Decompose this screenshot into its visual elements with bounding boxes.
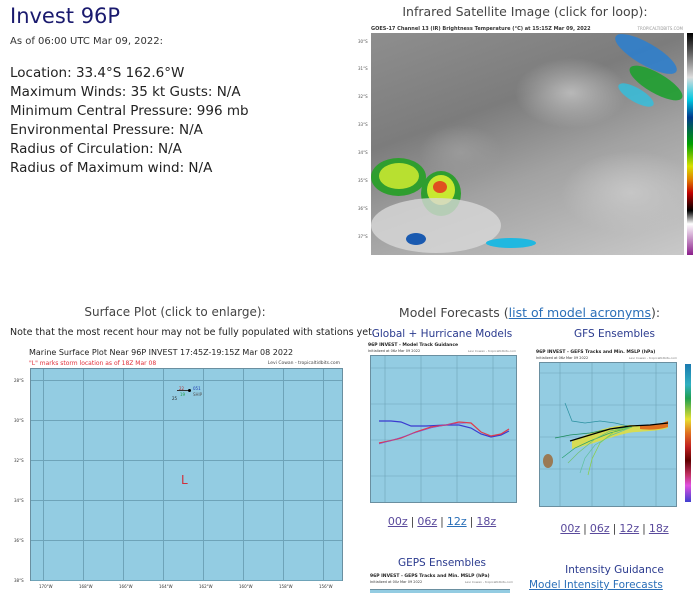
y-tick: 32°S: [14, 458, 24, 463]
y-tick: 31°S: [358, 66, 368, 71]
satellite-credit: TROPICALTIDBITS.COM: [637, 26, 683, 31]
x-tick: 168°W: [79, 584, 93, 589]
satellite-colorbar: [687, 33, 693, 255]
satellite-heading: Infrared Satellite Image (click for loop…: [402, 4, 648, 19]
model-track-map: [370, 355, 517, 503]
gefs-track-map: [539, 362, 677, 507]
y-tick: 30°S: [358, 39, 368, 44]
geps-chart-link[interactable]: 96P INVEST - GEPS Tracks and Min. MSLP (…: [367, 574, 517, 593]
chart-credit: Levi Cowan - tropicaltidbits.com: [628, 356, 677, 360]
surface-plot-subtitle: "L" marks storm location as of 18Z Mar 0…: [29, 360, 157, 367]
as-of-timestamp: As of 06:00 UTC Mar 09, 2022:: [10, 36, 163, 47]
surface-note: Note that the most recent hour may not b…: [10, 327, 375, 338]
chart-title: 96P INVEST - GEPS Tracks and Min. MSLP (…: [370, 574, 490, 579]
gefs-run-links: 00z | 06z | 12z | 18z: [560, 522, 669, 535]
satellite-caption: GOES-17 Channel 13 (IR) Brightness Tempe…: [371, 26, 591, 32]
station-dewpoint: 19: [180, 392, 186, 397]
station-temp: 22: [179, 386, 185, 391]
y-tick: 32°S: [358, 94, 368, 99]
satellite-ir-image: [371, 33, 684, 255]
station-dot-icon: [188, 389, 191, 392]
storm-title: Invest 96P: [10, 4, 121, 28]
storm-max-winds: Maximum Winds: 35 kt Gusts: N/A: [10, 84, 241, 100]
chart-subtitle: Initialized at 06z Mar 09 2022: [368, 349, 421, 353]
gefs-chart-link[interactable]: 96P INVEST - GEFS Tracks and Min. MSLP (…: [533, 350, 695, 510]
chart-title: 96P INVEST - GEFS Tracks and Min. MSLP (…: [536, 350, 656, 355]
y-tick: 35°S: [358, 178, 368, 183]
geps-heading: GEPS Ensembles: [397, 557, 487, 569]
storm-radius-max-wind: Radius of Maximum wind: N/A: [10, 160, 213, 176]
storm-min-pressure: Minimum Central Pressure: 996 mb: [10, 103, 249, 119]
gefs-06z-link[interactable]: 06z: [589, 522, 610, 535]
station-visibility: 25: [172, 396, 178, 401]
x-tick: 160°W: [239, 584, 253, 589]
y-tick: 36°S: [14, 538, 24, 543]
y-tick: 38°S: [14, 578, 24, 583]
surface-plot-map: 22 051 19 SHIP 25 L: [30, 368, 343, 581]
y-tick: 34°S: [358, 150, 368, 155]
y-tick: 33°S: [358, 122, 368, 127]
storm-location: Location: 33.4°S 162.6°W: [10, 65, 185, 81]
wind-barb-icon: [177, 390, 189, 391]
gefs-00z-link[interactable]: 00z: [560, 522, 581, 535]
chart-subtitle: Initialized at 00z Mar 09 2022: [370, 580, 423, 584]
y-tick: 36°S: [358, 206, 368, 211]
gefs-heading: GFS Ensembles: [574, 328, 655, 340]
x-tick: 164°W: [159, 584, 173, 589]
pressure-colorbar: [685, 364, 691, 502]
storm-location-marker: L: [181, 473, 188, 487]
global-00z-link[interactable]: 00z: [387, 515, 408, 528]
x-tick: 170°W: [39, 584, 53, 589]
model-intensity-forecasts-link[interactable]: Model Intensity Forecasts: [529, 579, 663, 591]
model-forecasts-heading: Model Forecasts (list of model acronyms)…: [360, 305, 699, 320]
x-tick: 166°W: [119, 584, 133, 589]
chart-title: 96P INVEST - Model Track Guidance: [368, 343, 459, 348]
chart-subtitle: Initialized at 06z Mar 09 2022: [536, 356, 589, 360]
global-models-chart-link[interactable]: 96P INVEST - Model Track Guidance Initia…: [365, 343, 520, 510]
surface-plot-credit: Levi Cowan - tropicaltidbits.com: [267, 361, 340, 366]
y-tick: 28°S: [14, 378, 24, 383]
global-12z-link[interactable]: 12z: [446, 515, 467, 528]
surface-heading: Surface Plot (click to enlarge):: [84, 305, 266, 319]
heading-suffix: ):: [650, 305, 661, 320]
y-tick: 34°S: [14, 498, 24, 503]
model-acronyms-link[interactable]: list of model acronyms: [508, 305, 651, 320]
satellite-image-link[interactable]: GOES-17 Channel 13 (IR) Brightness Tempe…: [357, 24, 695, 260]
x-tick: 156°W: [319, 584, 333, 589]
global-models-run-links: 00z | 06z | 12z | 18z: [387, 515, 497, 528]
surface-plot-title: Marine Surface Plot Near 96P INVEST 17:4…: [29, 348, 294, 357]
geps-track-map: [370, 589, 510, 593]
station-id: SHIP: [193, 392, 203, 397]
global-models-heading: Global + Hurricane Models: [371, 328, 513, 340]
gefs-18z-link[interactable]: 18z: [648, 522, 669, 535]
chart-credit: Levi Cowan - tropicaltidbits.com: [467, 349, 516, 353]
x-tick: 158°W: [279, 584, 293, 589]
global-06z-link[interactable]: 06z: [417, 515, 438, 528]
storm-details: Location: 33.4°S 162.6°W Maximum Winds: …: [10, 64, 249, 178]
storm-radius-circulation: Radius of Circulation: N/A: [10, 141, 182, 157]
surface-plot-link[interactable]: Marine Surface Plot Near 96P INVEST 17:4…: [10, 346, 350, 593]
y-tick: 30°S: [14, 418, 24, 423]
intensity-heading: Intensity Guidance: [565, 564, 664, 576]
x-tick: 162°W: [199, 584, 213, 589]
storm-env-pressure: Environmental Pressure: N/A: [10, 122, 203, 138]
chart-credit: Levi Cowan - tropicaltidbits.com: [464, 580, 513, 584]
global-18z-link[interactable]: 18z: [476, 515, 497, 528]
station-pressure: 051: [193, 386, 201, 391]
heading-prefix: Model Forecasts (: [398, 305, 509, 320]
gefs-12z-link[interactable]: 12z: [619, 522, 640, 535]
y-tick: 37°S: [358, 234, 368, 239]
